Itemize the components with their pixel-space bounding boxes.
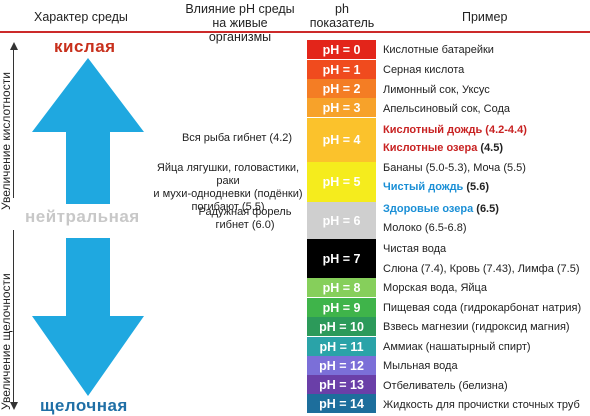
clean-rain-value: (5.6) — [466, 181, 489, 193]
effect-frog-line1: Яйца лягушки, головастики, раки — [156, 162, 300, 187]
example-ph5-bananas: Бананы (5.0-5.3), Моча (5.5) — [383, 162, 526, 174]
ph-cell-4: pH = 4 — [307, 118, 376, 162]
ph-cell-9: pH = 9 — [307, 298, 376, 317]
ph-cell-7: pH = 7 — [307, 239, 376, 278]
example-ph3: Апельсиновый сок, Сода — [383, 103, 511, 115]
axis-acidity-label: Увеличение кислотности — [0, 72, 13, 210]
ph-cell-2: pH = 2 — [307, 79, 376, 98]
effect-trout-line1: Радужная форель — [198, 206, 292, 218]
header-effect-line1: Влияние pH среды — [185, 2, 295, 16]
effect-trout: Радужная форель гибнет (6.0) — [190, 206, 300, 232]
header-divider — [0, 31, 590, 33]
environment-acidic: кислая — [54, 37, 116, 56]
clean-rain-label: Чистый дождь — [383, 181, 464, 193]
example-ph4-acid-rain: Кислотный дождь (4.2-4.4) — [383, 124, 527, 137]
header-effect: Влияние pH среды на живые организмы — [180, 2, 300, 44]
acid-lakes-value: (4.5) — [480, 142, 504, 154]
ph-cell-12: pH = 12 — [307, 356, 376, 375]
acidity-arrow-icon — [32, 58, 144, 204]
acidity-arrowhead-icon — [10, 42, 18, 50]
example-ph0: Кислотные батарейки — [383, 44, 494, 56]
acid-lakes-label: Кислотные озера — [383, 142, 478, 154]
acidity-axis-line — [13, 50, 14, 198]
example-ph10: Взвесь магнезии (гидроксид магния) — [383, 321, 570, 333]
example-ph13: Отбеливатель (белизна) — [383, 380, 508, 392]
example-ph5-clean-rain: Чистый дождь (5.6) — [383, 181, 489, 194]
acid-rain-value: (4.2-4.4) — [485, 124, 527, 136]
ph-cell-0: pH = 0 — [307, 40, 376, 59]
alkalinity-axis-line — [13, 230, 14, 402]
alkalinity-arrowhead-icon — [10, 402, 18, 410]
ph-cell-1: pH = 1 — [307, 60, 376, 79]
example-ph1: Серная кислота — [383, 64, 465, 76]
header-example: Пример — [462, 10, 508, 24]
healthy-lakes-value: (6.5) — [476, 203, 499, 215]
header-effect-line2: на живые организмы — [208, 16, 272, 44]
example-ph2: Лимонный сок, Уксус — [383, 84, 490, 96]
acid-rain-label: Кислотный дождь — [383, 124, 483, 136]
example-ph8: Морская вода, Яйца — [383, 282, 487, 294]
header-ph-line2: показатель — [309, 16, 375, 30]
example-ph11: Аммиак (нашатырный спирт) — [383, 341, 531, 353]
healthy-lakes-label: Здоровые озера — [383, 203, 474, 215]
ph-cell-5: pH = 5 — [307, 162, 376, 202]
example-ph7-fluids: Слюна (7.4), Кровь (7.43), Лимфа (7.5) — [383, 263, 580, 275]
effect-trout-line2: гибнет (6.0) — [215, 219, 275, 231]
effect-fish: Вся рыба гибнет (4.2) — [181, 132, 293, 144]
header-ph: ph показатель — [308, 2, 376, 30]
effect-frog-line2: и мухи-однодневки (подёнки) — [153, 188, 303, 200]
example-ph14: Жидкость для прочистки сточных труб — [383, 399, 580, 411]
example-ph12: Мыльная вода — [383, 360, 458, 372]
axis-alkalinity-label: Увеличение щелочности — [0, 273, 13, 410]
header-ph-line1: ph — [335, 2, 349, 16]
example-ph6-milk: Молоко (6.5-6.8) — [383, 222, 467, 234]
ph-cell-13: pH = 13 — [307, 375, 376, 394]
ph-cell-6: pH = 6 — [307, 202, 376, 239]
alkalinity-arrow-icon — [32, 238, 144, 396]
environment-alkaline: щелочная — [40, 396, 128, 415]
effect-frog-line3: погибают (5.5) — [191, 201, 265, 213]
example-ph9: Пищевая сода (гидрокарбонат натрия) — [383, 302, 582, 314]
example-ph7-water: Чистая вода — [383, 243, 447, 255]
ph-cell-11: pH = 11 — [307, 337, 376, 356]
ph-cell-3: pH = 3 — [307, 98, 376, 117]
effect-frog: Яйца лягушки, головастики, раки и мухи-о… — [150, 162, 306, 214]
example-ph6-healthy-lakes: Здоровые озера (6.5) — [383, 203, 499, 216]
ph-cell-14: pH = 14 — [307, 394, 376, 413]
example-ph4-acid-lakes: Кислотные озера (4.5) — [383, 142, 503, 155]
ph-cell-10: pH = 10 — [307, 317, 376, 336]
ph-cell-8: pH = 8 — [307, 278, 376, 297]
environment-neutral: нейтральная — [25, 207, 140, 226]
header-environment: Характер среды — [34, 10, 128, 24]
